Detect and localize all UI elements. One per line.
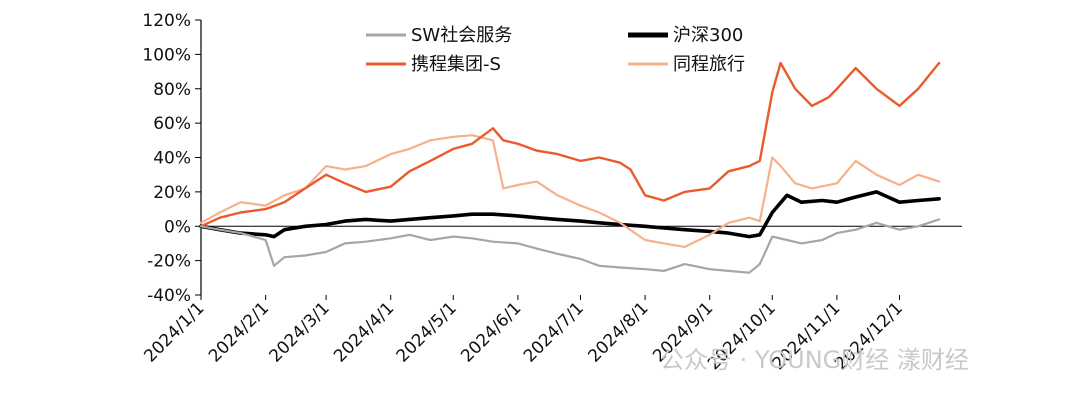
legend-label: 携程集团-S <box>411 54 501 75</box>
y-tick-label: 40% <box>153 149 191 169</box>
legend-label: 沪深300 <box>673 25 743 46</box>
x-tick-label: 2024/5/1 <box>393 298 461 366</box>
x-tick-label: 2024/3/1 <box>265 298 333 366</box>
legend-label: SW社会服务 <box>411 25 512 46</box>
y-tick-label: 60% <box>153 114 191 134</box>
y-tick-label: 80% <box>153 80 191 100</box>
y-tick-label: -40% <box>147 286 191 306</box>
x-tick-label: 2024/8/1 <box>584 298 652 366</box>
y-tick-label: 20% <box>153 183 191 203</box>
axes: -40%-20%0%20%40%60%80%100%120%2024/1/120… <box>140 11 962 374</box>
y-tick-label: 100% <box>142 45 191 65</box>
y-tick-label: 0% <box>164 217 191 237</box>
y-tick-label: 120% <box>142 11 191 31</box>
series-line <box>199 218 941 274</box>
legend-label: 同程旅行 <box>673 54 745 75</box>
y-tick-label: -20% <box>147 252 191 272</box>
legend: SW社会服务 沪深300 携程集团-S 同程旅行 <box>366 25 745 75</box>
x-tick-label: 2024/6/1 <box>457 298 525 366</box>
series-line <box>199 190 941 239</box>
watermark: 公众号 · YOUNG财经 漾财经 <box>660 346 969 374</box>
series-line <box>199 134 941 248</box>
x-tick-label: 2024/7/1 <box>520 298 588 366</box>
x-tick-label: 2024/4/1 <box>330 298 398 366</box>
series-lines <box>199 61 941 274</box>
x-tick-label: 2024/1/1 <box>140 298 208 366</box>
series-line <box>199 61 941 228</box>
x-tick-label: 2024/2/1 <box>205 298 273 366</box>
